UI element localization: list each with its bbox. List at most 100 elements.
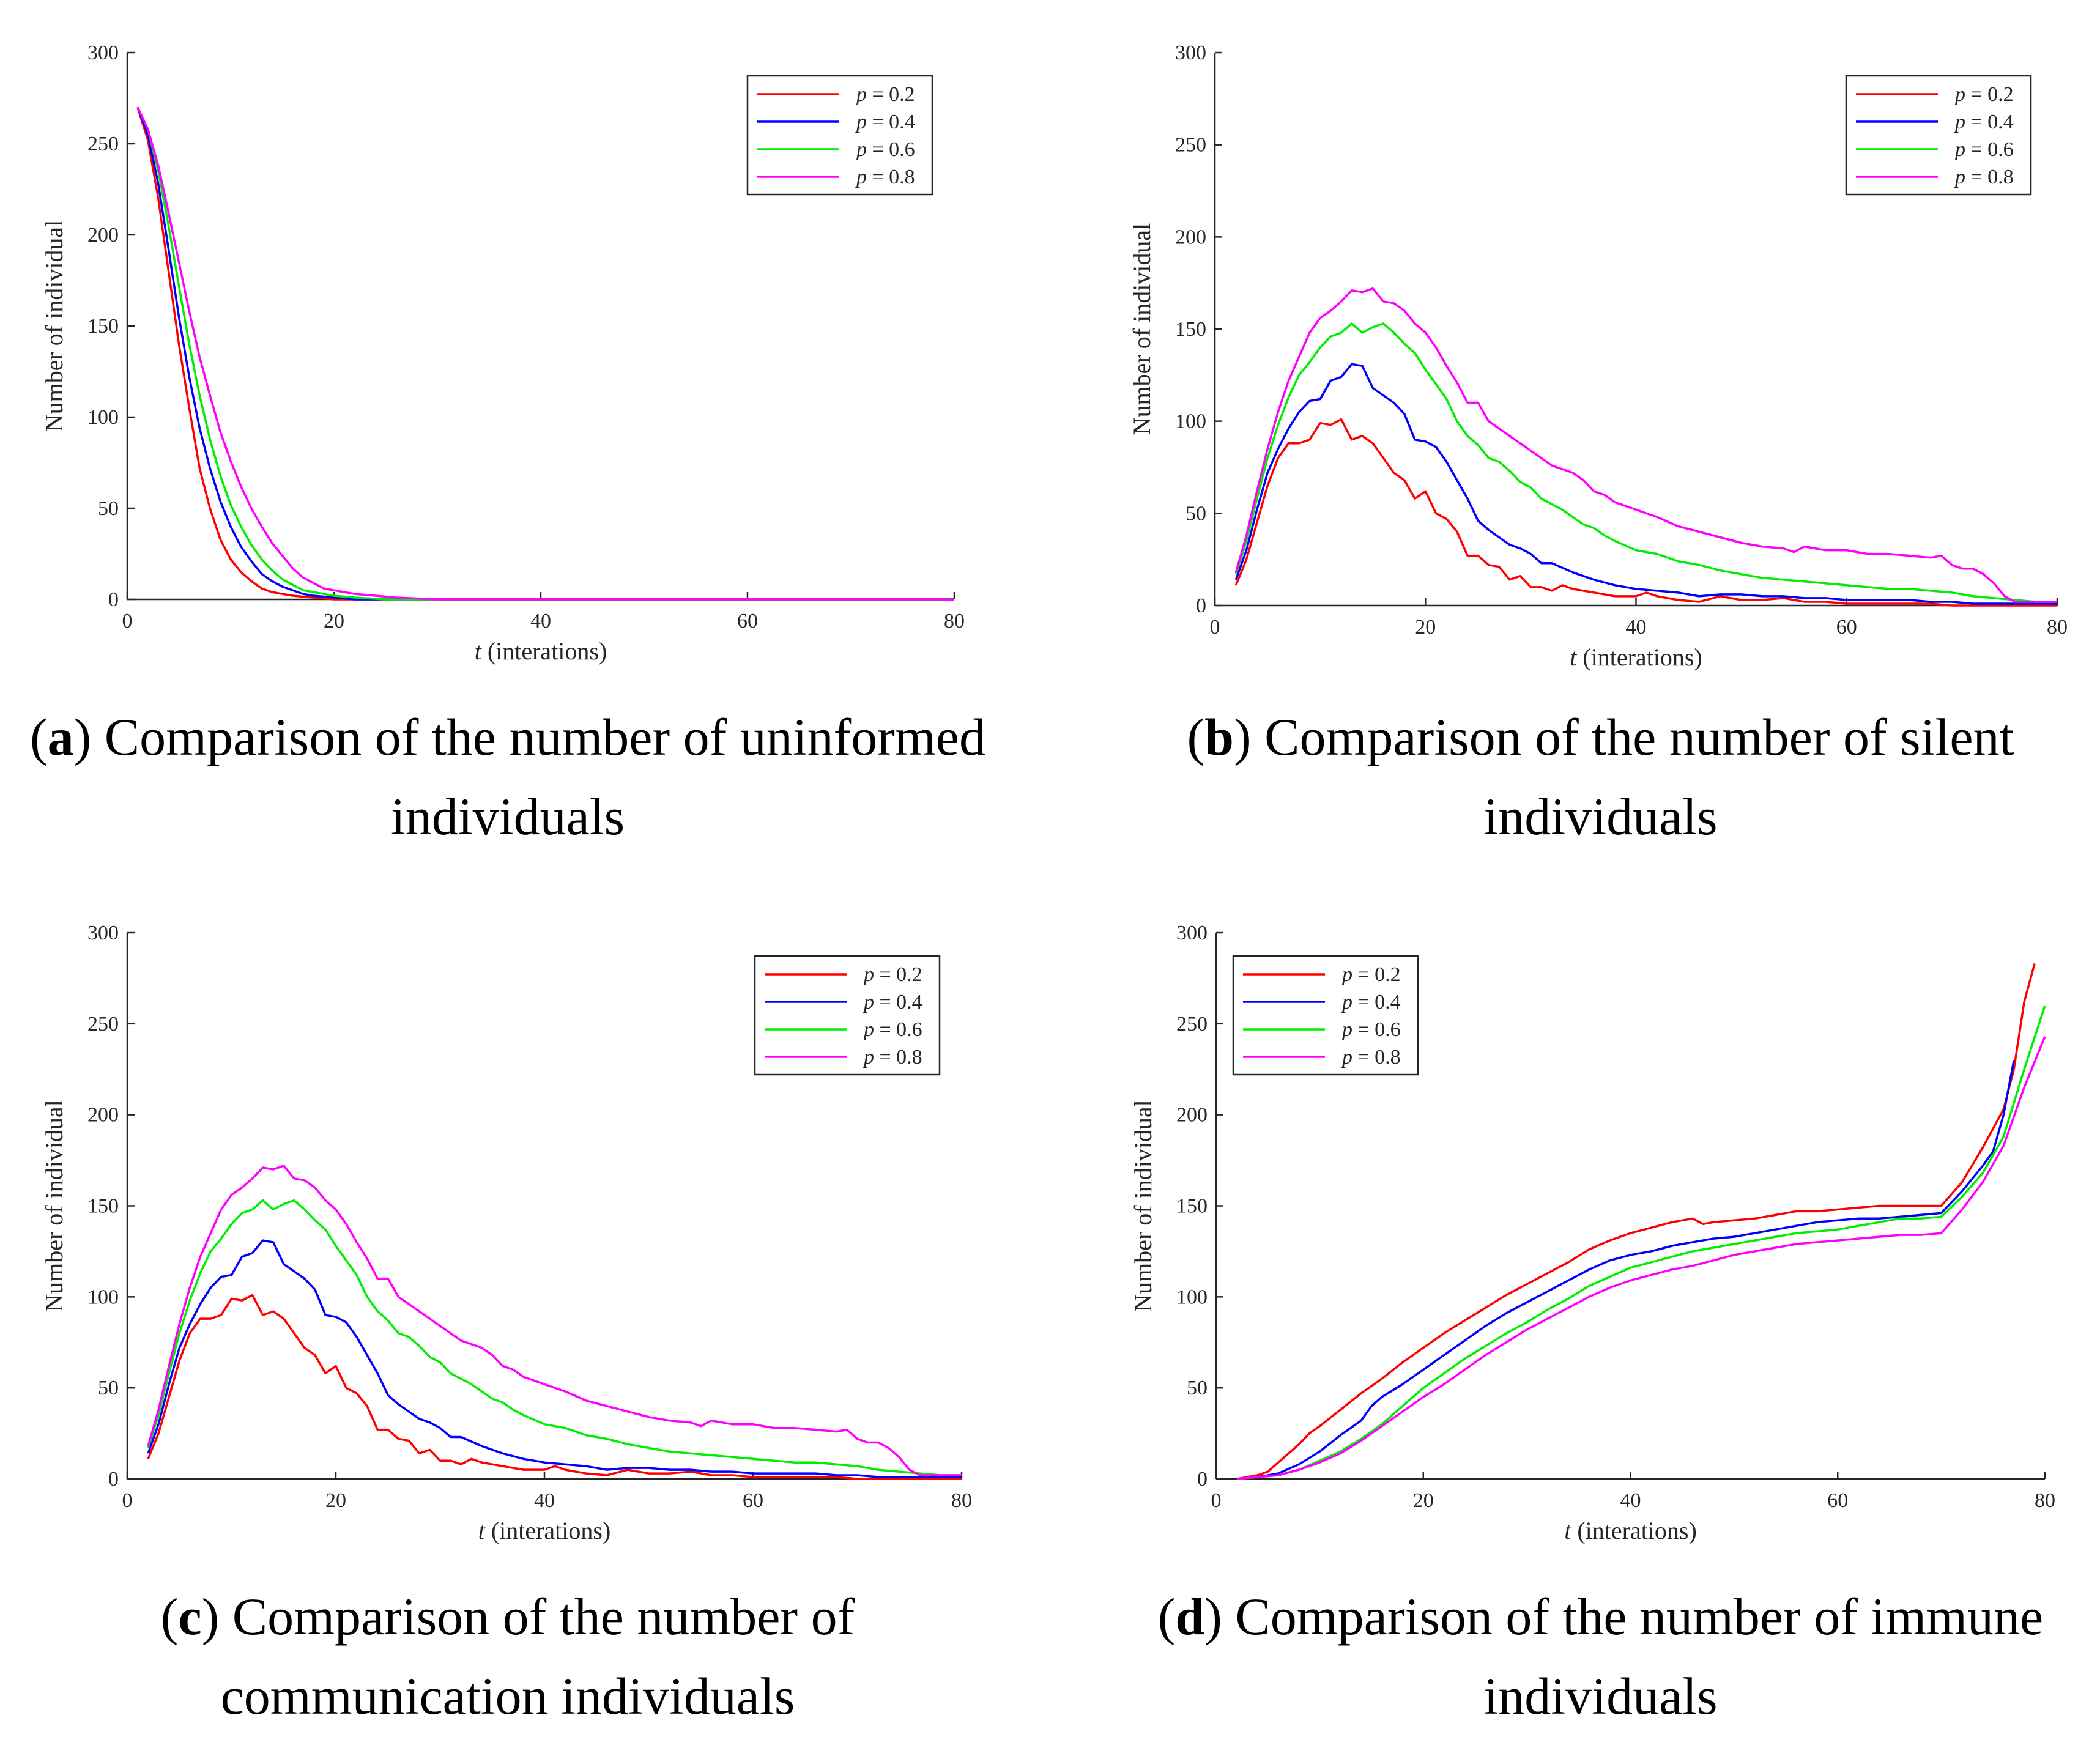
series-line-3 [1234,322,2057,603]
caption-text: Comparison of the number of uninformed i… [104,708,985,846]
y-tick-label: 250 [1175,134,1206,157]
y-tick-label: 150 [1176,1195,1208,1218]
legend-label-1: p = 0.2 [863,963,922,986]
caption-c: (c) Comparison of the number of communic… [160,1587,855,1725]
x-axis-label-text: (interations) [481,637,607,665]
y-tick-label: 200 [87,224,119,246]
y-tick-label: 150 [1175,318,1206,341]
x-tick-label: 40 [1626,616,1647,639]
y-tick-label: 200 [1176,1104,1208,1127]
series-line-4 [1234,287,2057,603]
series-line-1 [147,1294,962,1480]
x-tick-label: 0 [1210,616,1220,639]
legend-label-3: p = 0.6 [1954,138,2014,161]
series-line-2 [136,106,954,601]
y-tick-label: 200 [1175,226,1206,248]
x-tick-label: 20 [324,610,344,632]
caption-letter: c [178,1587,202,1646]
legend: p = 0.2 p = 0.4 p = 0.6 p = 0.8 [1232,955,1419,1076]
legend-label-2: p = 0.4 [1954,111,2014,133]
x-tick-label: 80 [2035,1489,2055,1512]
legend-label-2: p = 0.4 [863,991,922,1013]
legend-label-4: p = 0.8 [863,1046,922,1068]
y-tick-label: 100 [87,406,119,429]
x-axis-label: t (interations) [1570,643,1702,671]
legend-label-4: p = 0.8 [1954,166,2014,188]
y-tick-label: 100 [1175,410,1206,433]
x-axis-label: t (interations) [475,637,607,665]
y-tick-label: 150 [87,1195,119,1218]
legend-label-3: p = 0.6 [1341,1018,1401,1041]
y-tick-label: 300 [87,922,119,944]
x-tick-label: 20 [1415,616,1436,639]
caption-letter: d [1175,1587,1205,1646]
x-tick-label: 80 [944,610,965,632]
x-tick-label: 0 [122,610,133,632]
x-tick-label: 80 [951,1489,972,1512]
caption-a: (a) Comparison of the number of uninform… [30,708,985,846]
y-tick-label: 250 [1176,1013,1208,1035]
y-axis-label: Number of individual [1129,1100,1157,1312]
legend-label-2: p = 0.4 [855,111,915,133]
x-tick-label: 20 [325,1489,346,1512]
x-tick-label: 20 [1413,1489,1434,1512]
x-axis-label-text: (interations) [485,1517,611,1544]
legend-box [746,75,933,196]
legend-box [1845,75,2032,196]
legend-label-4: p = 0.8 [1341,1046,1401,1068]
series-line-2 [1236,1060,2015,1480]
x-axis-label-text: (interations) [1576,643,1702,671]
x-tick-label: 60 [743,1489,763,1512]
y-tick-label: 50 [98,1377,119,1399]
y-axis-label: Number of individual [40,1100,68,1312]
y-tick-label: 300 [87,42,119,64]
y-tick-label: 50 [1187,1377,1208,1399]
x-tick-label: 40 [534,1489,555,1512]
x-axis-label-var: t [478,1517,486,1544]
legend-label-2: p = 0.4 [1341,991,1401,1013]
legend: p = 0.2 p = 0.4 p = 0.6 p = 0.8 [746,75,933,196]
caption-text: Comparison of the number of immune indiv… [1235,1587,2044,1725]
x-tick-label: 80 [2047,616,2068,639]
y-tick-label: 200 [87,1104,119,1127]
y-tick-label: 50 [1185,502,1206,525]
x-tick-label: 60 [737,610,758,632]
legend: p = 0.2 p = 0.4 p = 0.6 p = 0.8 [1845,75,2032,196]
x-tick-label: 0 [122,1489,133,1512]
x-tick-label: 0 [1211,1489,1222,1512]
series-line-3 [147,1199,962,1476]
caption-letter: a [47,708,74,766]
series-line-4 [136,106,954,601]
y-tick-label: 0 [108,1468,119,1491]
caption-d: (d) Comparison of the number of immune i… [1157,1587,2044,1725]
y-tick-label: 250 [87,1013,119,1035]
y-tick-label: 50 [98,497,119,520]
y-tick-label: 250 [87,133,119,155]
y-tick-label: 300 [1175,42,1206,64]
legend-box [754,955,941,1076]
y-tick-label: 300 [1176,922,1208,944]
x-tick-label: 40 [1620,1489,1641,1512]
y-tick-label: 100 [87,1286,119,1308]
legend-label-1: p = 0.2 [855,83,915,106]
x-tick-label: 60 [1827,1489,1848,1512]
x-axis-label: t (interations) [1564,1517,1697,1544]
caption-b: (b) Comparison of the number of silent i… [1187,708,2014,846]
y-axis-label: Number of individual [1128,223,1156,435]
series-line-2 [147,1239,962,1478]
y-axis-label: Number of individual [40,220,68,432]
legend-box [1232,955,1419,1076]
x-axis-label: t (interations) [478,1517,611,1544]
x-tick-label: 60 [1836,616,1857,639]
series-line-1 [1236,963,2036,1480]
caption-text: Comparison of the number of silent indiv… [1264,708,2014,846]
legend-label-3: p = 0.6 [855,138,915,161]
caption-letter: b [1204,708,1234,766]
legend-label-3: p = 0.6 [863,1018,922,1041]
y-tick-label: 100 [1176,1286,1208,1308]
x-tick-label: 40 [530,610,551,632]
series-line-2 [1234,363,2057,605]
